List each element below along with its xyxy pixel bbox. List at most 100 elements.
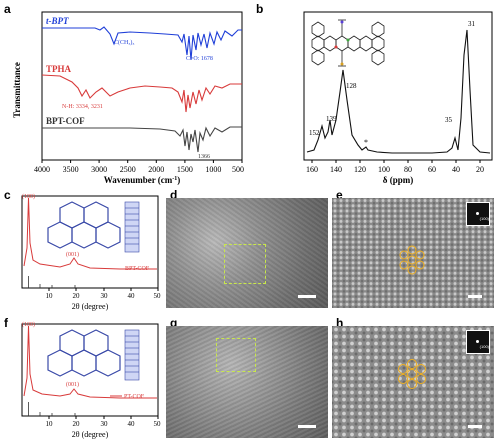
nmr-tick-60: 60 — [428, 165, 436, 174]
pxrd-chart-c: (100) (001) BPT-COF 10 20 30 40 50 2θ (d — [21, 193, 162, 311]
ftir-tick-500: 500 — [232, 165, 244, 174]
ftir-chart: 4000 3500 3000 2500 2000 1500 1000 500 W… — [12, 11, 244, 185]
ftir-note-tbpt: C(CH₃)₃ — [114, 39, 135, 46]
hex-overlay-e — [399, 245, 425, 275]
nmr-peak-128: 128 — [346, 82, 357, 90]
nmr-tick-80: 80 — [404, 165, 412, 174]
nmr-tick-160: 160 — [306, 165, 318, 174]
ftir-note2-tbpt: C=O: 1678 — [186, 56, 213, 62]
nmr-peak-152: 152 — [309, 129, 320, 137]
cof-network-sketch-f — [47, 329, 121, 377]
selection-box-d — [224, 244, 266, 284]
ftir-tick-3500: 3500 — [63, 165, 79, 174]
ftir-x-ticks — [41, 160, 243, 163]
ftir-series-bptcof — [42, 126, 242, 153]
panel-label-h: h — [336, 316, 344, 330]
panel-d: d — [166, 188, 331, 313]
ftir-tick-2500: 2500 — [120, 165, 136, 174]
panel-label-c: c — [4, 188, 11, 202]
nmr-tick-120: 120 — [354, 165, 366, 174]
ftir-xlabel: Wavenumber (cm-1) — [104, 175, 181, 185]
pxrd-f-tick-20: 20 — [73, 420, 81, 428]
nmr-tick-20: 20 — [476, 165, 484, 174]
nmr-star: * — [364, 138, 368, 147]
panel-label-d: d — [170, 188, 178, 202]
pxrd-c-xlabel: 2θ (degree) — [72, 302, 109, 311]
panel-label-g: g — [170, 316, 178, 330]
ftir-tick-3000: 3000 — [91, 165, 107, 174]
panel-f: f (100) (001) PT-COF — [0, 316, 165, 442]
nmr-tick-100: 100 — [378, 165, 390, 174]
nmr-peak-139: 139 — [326, 115, 337, 123]
scale-bar-d — [298, 295, 316, 298]
tem-image-e: (100) — [332, 198, 494, 308]
ftir-label-tpha: TPHA — [46, 64, 72, 74]
pxrd-f-tick-50: 50 — [154, 420, 162, 428]
ftir-tick-4000: 4000 — [34, 165, 50, 174]
tem-image-h: (100) — [332, 326, 494, 438]
ftir-note-bptcof: 1366 — [198, 154, 210, 160]
pxrd-f-simulated — [28, 402, 76, 416]
scale-bar-e — [468, 295, 482, 298]
ftir-series-tbpt — [42, 26, 242, 61]
cof-stack-sketch-f — [124, 329, 140, 381]
pxrd-c-tick-20: 20 — [73, 292, 81, 300]
ftir-ylabel: Transmittance — [12, 62, 22, 118]
ftir-label-bptcof: BPT-COF — [46, 116, 85, 126]
panel-a: a 4000 3500 3000 2500 2000 1500 1000 500… — [0, 0, 250, 185]
panel-g: g — [166, 316, 331, 442]
ftir-note-tpha: N-H: 3334, 3231 — [62, 104, 103, 110]
nmr-spectrum — [306, 29, 491, 154]
pxrd-c-tick-50: 50 — [154, 292, 162, 300]
ftir-tick-1500: 1500 — [177, 165, 193, 174]
pxrd-c-simulated — [28, 276, 76, 288]
fft-inset-h — [466, 330, 490, 354]
selection-box-g — [216, 338, 256, 372]
pxrd-c-tick-40: 40 — [128, 292, 136, 300]
panel-label-e: e — [336, 188, 343, 202]
cof-stack-sketch-c — [124, 201, 140, 253]
tem-image-d — [166, 198, 328, 308]
panel-h: h (100) — [332, 316, 499, 442]
pxrd-c-experimental — [23, 197, 157, 270]
pxrd-f-tick-40: 40 — [128, 420, 136, 428]
nmr-peak-35: 35 — [445, 116, 453, 124]
nmr-tick-40: 40 — [452, 165, 460, 174]
pxrd-f-peak100: (100) — [22, 321, 35, 328]
nmr-tick-140: 140 — [330, 165, 342, 174]
panel-c: c (100) (001) BPT-COF — [0, 188, 165, 313]
pxrd-chart-f: (100) (001) PT-COF 10 20 30 40 50 2θ (de — [21, 321, 162, 439]
hex-overlay-h — [398, 359, 426, 389]
fft-inset-e — [466, 202, 490, 226]
cof-network-sketch-c — [47, 201, 121, 249]
pxrd-c-tick-10: 10 — [46, 292, 54, 300]
fft-label-e: (100) — [479, 216, 489, 221]
pxrd-c-legend: BPT-COF — [125, 266, 150, 272]
scale-bar-g — [298, 425, 316, 428]
panel-label-a: a — [4, 2, 11, 16]
ftir-tick-1000: 1000 — [205, 165, 221, 174]
pxrd-c-peak100: (100) — [22, 193, 35, 200]
pxrd-c-tick-30: 30 — [101, 292, 109, 300]
pxrd-f-tick-30: 30 — [101, 420, 109, 428]
pxrd-f-tick-10: 10 — [46, 420, 54, 428]
ftir-label-tbpt: t-BPT — [46, 16, 69, 26]
pxrd-f-experimental — [23, 325, 157, 399]
nmr-chart: 152 139 128 35 31 * 160 140 120 100 80 6… — [303, 11, 493, 185]
nmr-xlabel: δ (ppm) — [383, 175, 413, 185]
pxrd-f-peak001: (001) — [66, 381, 79, 388]
panel-label-b: b — [256, 2, 264, 16]
nmr-peak-31: 31 — [468, 20, 476, 28]
fft-label-h: (100) — [479, 344, 489, 349]
panel-label-f: f — [4, 316, 8, 330]
tem-texture-d — [166, 198, 328, 308]
ftir-series-tpha — [41, 74, 242, 113]
scale-bar-h — [468, 425, 482, 428]
bpt-molecule-sketch — [311, 19, 385, 67]
ftir-tick-2000: 2000 — [148, 165, 164, 174]
tem-image-g — [166, 326, 328, 438]
pxrd-c-peak001: (001) — [66, 251, 79, 258]
tem-texture-g — [166, 326, 328, 438]
pxrd-f-legend: PT-COF — [124, 394, 145, 400]
panel-e: e (100) — [332, 188, 499, 313]
